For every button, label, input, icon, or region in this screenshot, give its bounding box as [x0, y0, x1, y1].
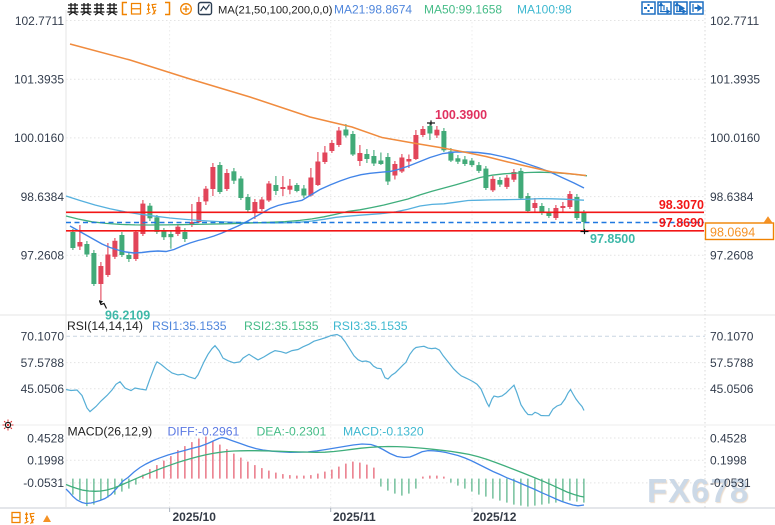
svg-text:57.5788: 57.5788 [21, 356, 65, 370]
svg-text:RSI1:35.1535: RSI1:35.1535 [152, 319, 227, 333]
svg-text:MA100:98: MA100:98 [517, 3, 572, 17]
svg-text:100.0160: 100.0160 [710, 131, 760, 145]
svg-text:0.4528: 0.4528 [27, 431, 64, 445]
svg-text:45.0506: 45.0506 [21, 382, 65, 396]
svg-text:DEA:-0.2301: DEA:-0.2301 [257, 424, 327, 438]
svg-text:0.1998: 0.1998 [27, 454, 64, 468]
svg-text:0.1998: 0.1998 [710, 454, 747, 468]
svg-text:DIFF:-0.2961: DIFF:-0.2961 [168, 424, 240, 438]
svg-text:RSI(14,14,14): RSI(14,14,14) [67, 319, 143, 333]
svg-text:102.7711: 102.7711 [15, 14, 64, 28]
svg-text:2025/10: 2025/10 [173, 510, 217, 524]
svg-text:MA21:98.8674: MA21:98.8674 [334, 3, 412, 17]
svg-text:96.2109: 96.2109 [105, 309, 150, 323]
svg-text:MACD:-0.1320: MACD:-0.1320 [343, 424, 424, 438]
svg-text:98.0694: 98.0694 [710, 225, 755, 239]
svg-text:70.1070: 70.1070 [710, 330, 754, 344]
svg-text:97.8500: 97.8500 [590, 232, 635, 246]
svg-text:-0.0531: -0.0531 [710, 476, 751, 490]
svg-text:98.3070: 98.3070 [659, 198, 704, 212]
svg-text:FX678: FX678 [647, 472, 749, 509]
svg-text:57.5788: 57.5788 [710, 356, 754, 370]
svg-text:MACD(26,12,9): MACD(26,12,9) [68, 424, 153, 438]
svg-text:100.0160: 100.0160 [14, 131, 64, 145]
svg-text:RSI3:35.1535: RSI3:35.1535 [333, 319, 408, 333]
svg-text:-0.0531: -0.0531 [23, 476, 64, 490]
svg-text:MA50:99.1658: MA50:99.1658 [424, 3, 502, 17]
svg-text:2025/11: 2025/11 [333, 510, 376, 524]
svg-text:97.8690: 97.8690 [659, 216, 704, 230]
svg-text:101.3935: 101.3935 [710, 73, 760, 87]
svg-text:98.6384: 98.6384 [710, 190, 754, 204]
svg-text:70.1070: 70.1070 [21, 330, 65, 344]
svg-text:MA(21,50,100,200,0,0): MA(21,50,100,200,0,0) [218, 5, 333, 17]
svg-text:45.0506: 45.0506 [710, 382, 754, 396]
svg-text:98.6384: 98.6384 [21, 190, 65, 204]
svg-text:0.4528: 0.4528 [710, 431, 747, 445]
svg-text:RSI2:35.1535: RSI2:35.1535 [244, 319, 319, 333]
svg-text:102.7711: 102.7711 [710, 14, 759, 28]
svg-text:2025/12: 2025/12 [473, 510, 517, 524]
svg-text:97.2608: 97.2608 [710, 249, 754, 263]
svg-text:101.3935: 101.3935 [14, 73, 64, 87]
svg-text:97.2608: 97.2608 [21, 249, 65, 263]
svg-text:100.3900: 100.3900 [435, 108, 487, 122]
